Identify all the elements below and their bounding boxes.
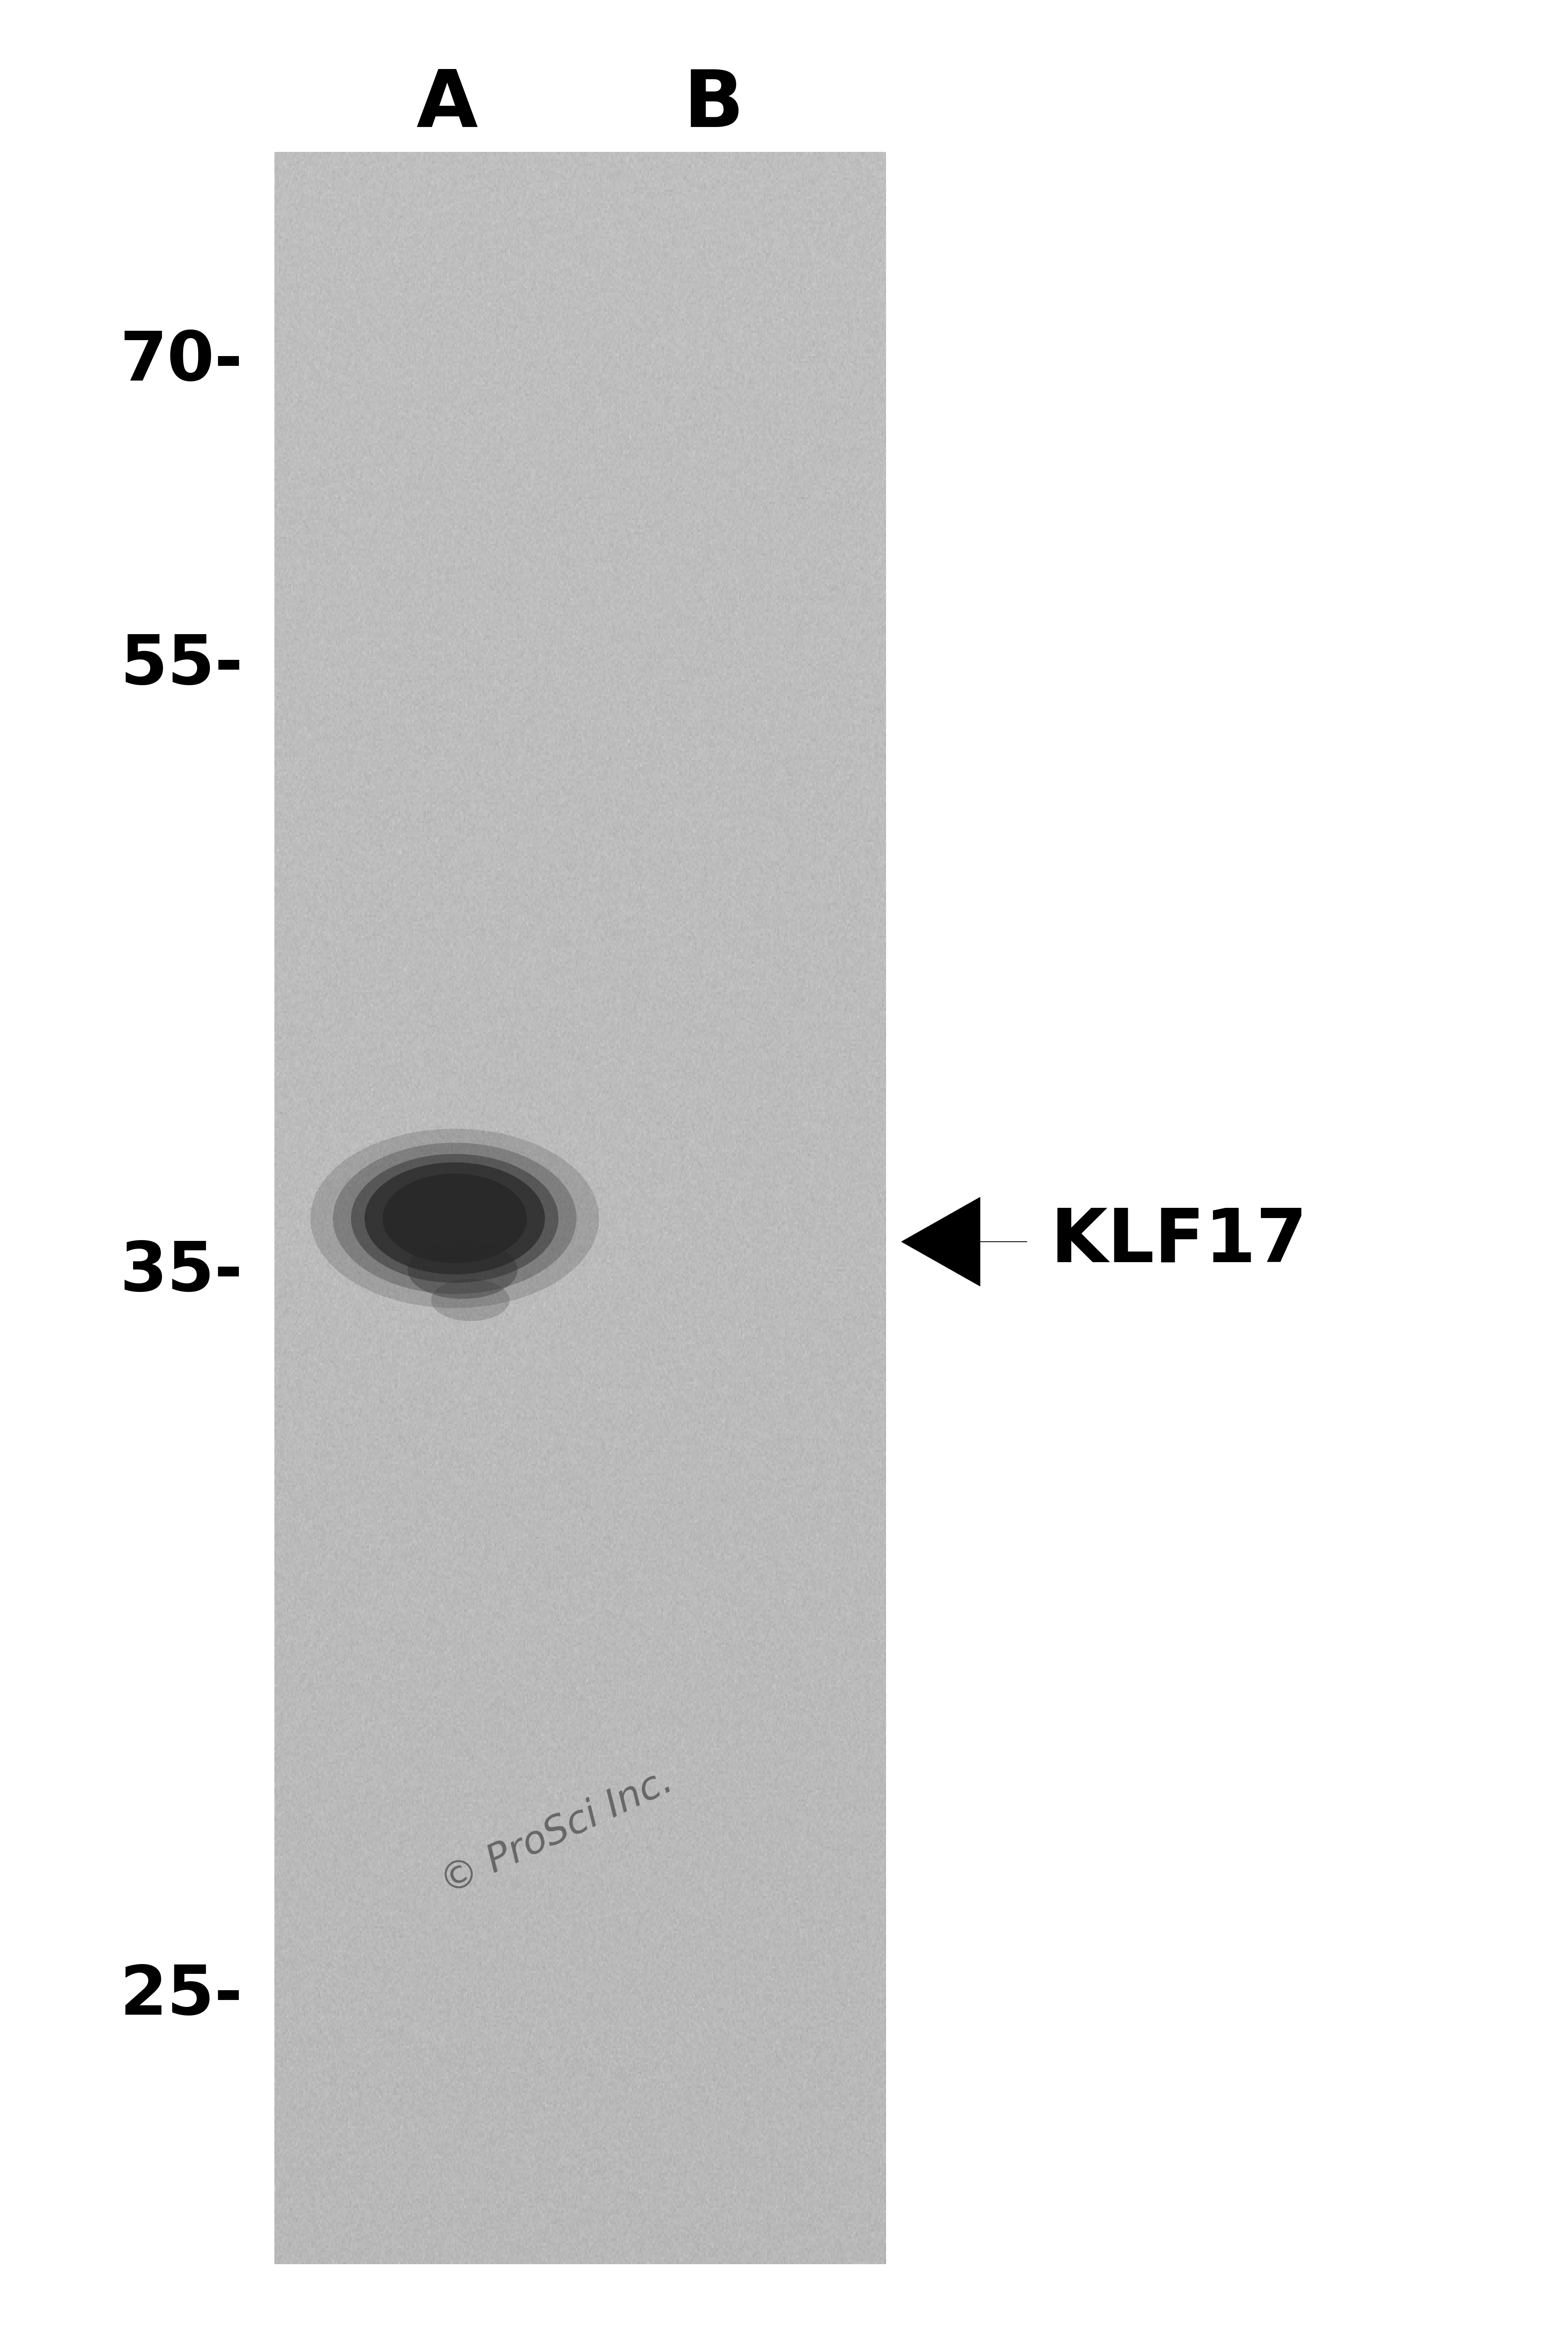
FancyArrow shape <box>902 1197 1027 1286</box>
Text: 35-: 35- <box>121 1239 243 1305</box>
Text: 55-: 55- <box>121 633 243 698</box>
Text: B: B <box>684 68 743 142</box>
Text: A: A <box>416 68 478 142</box>
Text: 25-: 25- <box>121 1963 243 2028</box>
Ellipse shape <box>332 1144 577 1293</box>
Ellipse shape <box>364 1162 546 1274</box>
Text: KLF17: KLF17 <box>1051 1207 1308 1277</box>
Ellipse shape <box>408 1242 517 1298</box>
Ellipse shape <box>383 1174 527 1263</box>
Text: 70-: 70- <box>121 329 243 394</box>
Ellipse shape <box>431 1279 510 1321</box>
Text: © ProSci Inc.: © ProSci Inc. <box>434 1762 679 1902</box>
Ellipse shape <box>351 1153 558 1284</box>
Ellipse shape <box>310 1130 599 1307</box>
